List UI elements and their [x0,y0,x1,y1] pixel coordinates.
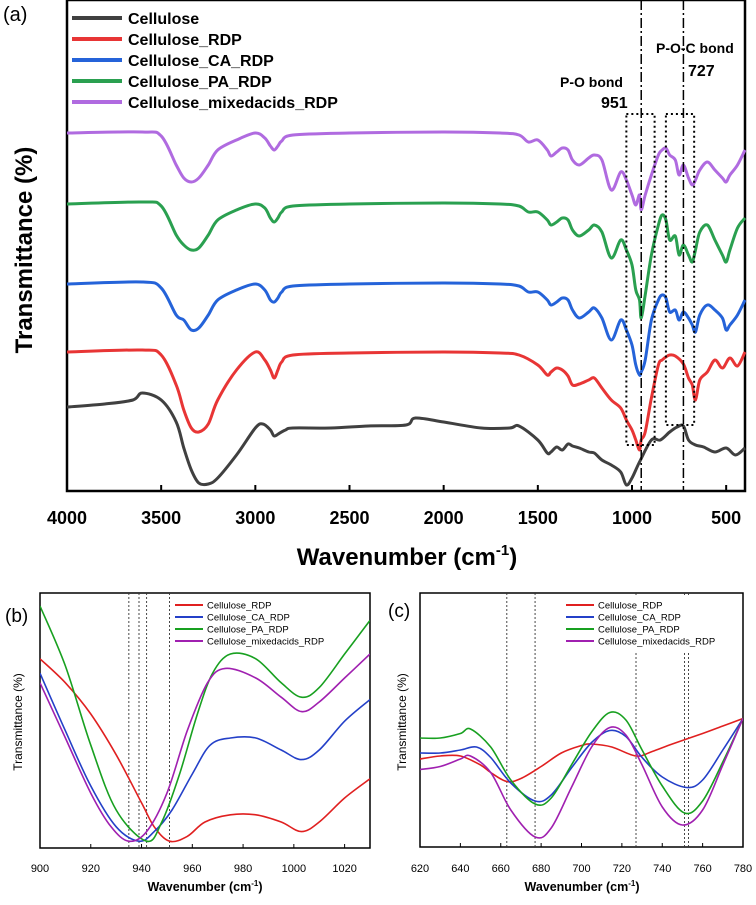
panel-c-legend: Cellulose_RDPCellulose_CA_RDPCellulose_P… [562,595,738,651]
annotation-p-o-c: P-O-C bond 727 [656,40,734,80]
legend-label: Cellulose_RDP [207,601,271,612]
legend-label: Cellulose_PA_RDP [598,625,680,636]
legend-label: Cellulose_mixedacids_RDP [128,95,338,112]
panel-b: (b) 900 920 940 960 980 1000 1020 Cellulose_RD… [5,592,371,894]
x-tick-label: 920 [82,863,100,875]
legend-label: Cellulose_PA_RDP [128,74,272,91]
annotation-p-o-c-label: P-O-C bond [656,40,734,56]
x-tick-label: 4000 [47,508,87,528]
x-tick-label: 1500 [518,508,558,528]
legend-label: Cellulose_CA_RDP [207,613,290,624]
series-line-cellulose-mixedacids-rdp [66,130,747,212]
panel-a-reference-lines [640,0,685,491]
panel-b-x-ticks: 900 920 940 960 980 1000 1020 [31,844,357,875]
x-tick-label: 3000 [235,508,275,528]
series-line-cellulose [66,391,746,487]
x-tick-label: 1000 [282,863,306,875]
panel-c-label: (c) [388,601,410,622]
series-line-cellulose-pa-rdp [66,200,747,320]
annotation-p-o-c-value: 727 [688,63,715,80]
panel-a-ylabel: Transmittance (%) [11,147,38,354]
panel-c-x-ticks: 620 640 660 680 700 720 740 760 780 [411,843,752,875]
panel-c: (c) 620 640 660 680 700 720 740 760 780 Cellulos… [388,592,752,894]
panel-b-curves [40,605,370,843]
series-line-cellulose-ca-rdp [420,718,743,803]
x-tick-label: 620 [411,863,429,875]
x-tick-label: 960 [183,863,201,875]
panel-c-curves [420,711,743,839]
panel-a-xlabel: Wavenumber (cm-1) [297,542,518,571]
x-tick-label: 940 [132,863,150,875]
x-tick-label: 760 [693,863,711,875]
legend-label: Cellulose_CA_RDP [598,613,681,624]
series-line-cellulose-rdp [66,348,747,452]
series-line-cellulose-mixedacids-rdp [420,718,743,839]
x-tick-label: 2000 [424,508,464,528]
annotation-p-o-label: P-O bond [560,74,623,90]
panel-a-label: (a) [3,4,27,26]
annotation-p-o: P-O bond 951 [560,74,628,112]
panel-a-curves [66,130,747,487]
legend-label: Cellulose_RDP [598,601,662,612]
panel-a: (a) 4000 3500 3000 2500 2000 1500 1000 500 P-O … [3,0,747,571]
legend-label: Cellulose_RDP [128,32,242,49]
legend-label: Cellulose [128,11,199,28]
x-tick-label: 500 [711,508,741,528]
legend-label: Cellulose_mixedacids_RDP [207,637,324,648]
x-tick-label: 700 [572,863,590,875]
x-tick-label: 740 [653,863,671,875]
series-line-cellulose-ca-rdp [40,672,370,843]
x-tick-label: 780 [734,863,752,875]
series-line-cellulose-ca-rdp [66,280,747,377]
annotation-p-o-value: 951 [601,95,628,112]
panel-a-legend: Cellulose Cellulose_RDP Cellulose_CA_RDP Ce… [72,11,338,112]
panel-c-xlabel: Wavenumber (cm-1) [524,879,639,894]
legend-label: Cellulose_CA_RDP [128,53,274,70]
panel-c-ylabel: Transmittance (%) [395,673,409,771]
x-tick-label: 660 [492,863,510,875]
x-tick-label: 1000 [612,508,652,528]
series-line-cellulose-rdp [40,658,370,843]
x-tick-label: 720 [613,863,631,875]
x-tick-label: 1020 [332,863,356,875]
panel-b-label: (b) [5,606,28,627]
legend-label: Cellulose_mixedacids_RDP [598,637,715,648]
panel-b-legend: Cellulose_RDPCellulose_CA_RDPCellulose_P… [171,595,346,651]
series-line-cellulose-pa-rdp [420,711,743,815]
panel-a-frame [65,0,747,493]
x-tick-label: 980 [234,863,252,875]
panel-b-reference-lines [128,593,170,848]
series-line-cellulose-rdp [420,717,743,783]
x-tick-label: 640 [451,863,469,875]
legend-label: Cellulose_PA_RDP [207,625,289,636]
panel-a-x-ticks: 4000 3500 3000 2500 2000 1500 1000 500 [47,485,741,528]
series-line-cellulose-mixedacids-rdp [40,653,370,843]
panel-b-xlabel: Wavenumber (cm-1) [147,879,262,894]
x-tick-label: 680 [532,863,550,875]
highlight-box [625,113,656,446]
panel-b-ylabel: Transmittance (%) [11,673,25,771]
x-tick-label: 900 [31,863,49,875]
x-tick-label: 3500 [141,508,181,528]
x-tick-label: 2500 [329,508,369,528]
series-line-cellulose-pa-rdp [40,605,370,843]
panel-b-frame [39,592,371,849]
